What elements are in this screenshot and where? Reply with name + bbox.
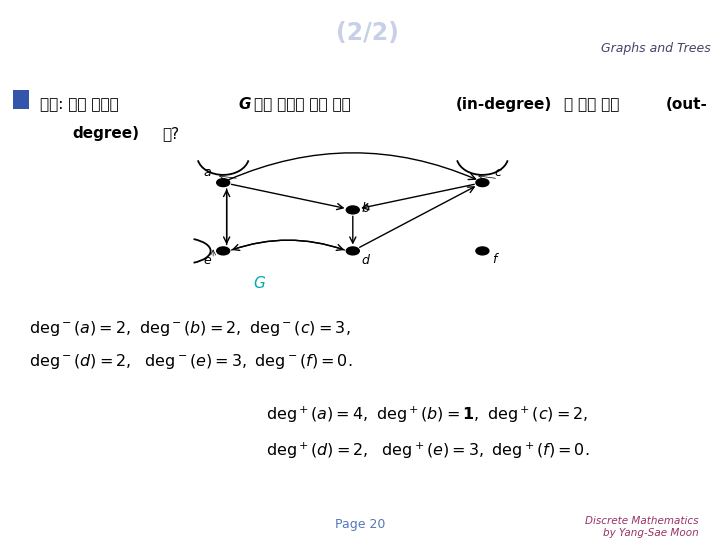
Text: $\mathrm{deg}^-(a) = 2,\ \mathrm{deg}^-(b) = 2,\ \mathrm{deg}^-(c) = 3,$: $\mathrm{deg}^-(a) = 2,\ \mathrm{deg}^-(… [29,319,351,338]
Circle shape [476,247,489,255]
Circle shape [217,179,230,187]
Text: Discrete Mathematics: Discrete Mathematics [585,516,698,526]
Text: c: c [495,166,502,179]
Text: e: e [204,254,211,267]
FancyBboxPatch shape [13,90,29,109]
Text: 방향성 그래프: 방향성 그래프 [74,21,176,45]
Text: (in-degree): (in-degree) [456,97,552,112]
Text: 예제: 다음 그래프: 예제: 다음 그래프 [40,97,123,112]
Text: $\mathrm{deg}^+(a) = 4,\ \mathrm{deg}^+(b) = \mathbf{1},\ \mathrm{deg}^+(c) = 2,: $\mathrm{deg}^+(a) = 4,\ \mathrm{deg}^+(… [266,405,589,426]
Text: by Yang-Sae Moon: by Yang-Sae Moon [603,528,698,538]
Text: $\mathrm{deg}^+(d) = 2,\ \ \mathrm{deg}^+(e) = 3,\ \mathrm{deg}^+(f) = 0.$: $\mathrm{deg}^+(d) = 2,\ \ \mathrm{deg}^… [266,441,590,461]
Text: Page 20: Page 20 [335,518,385,531]
Text: f: f [492,253,496,266]
Text: a: a [204,166,211,179]
Text: $\mathrm{deg}^-(d) = 2,\ \ \mathrm{deg}^-(e) = 3,\ \mathrm{deg}^-(f) = 0.$: $\mathrm{deg}^-(d) = 2,\ \ \mathrm{deg}^… [29,352,352,372]
Text: b: b [362,201,369,215]
Text: Graphs and Trees: Graphs and Trees [600,43,711,56]
Text: d: d [362,254,369,267]
Text: (2/2): (2/2) [336,21,399,45]
Text: degree): degree) [72,126,139,141]
Text: 👤: 👤 [27,22,42,46]
Text: (out-: (out- [666,97,708,112]
Text: 와 출력 차수: 와 출력 차수 [564,97,619,112]
Circle shape [217,247,230,255]
Circle shape [346,206,359,214]
Circle shape [476,179,489,187]
Text: 는?: 는? [162,126,179,141]
Text: G: G [253,276,265,292]
Text: 에서 노드의 입력 차수: 에서 노드의 입력 차수 [254,97,351,112]
Circle shape [346,247,359,255]
Text: G: G [238,97,251,112]
